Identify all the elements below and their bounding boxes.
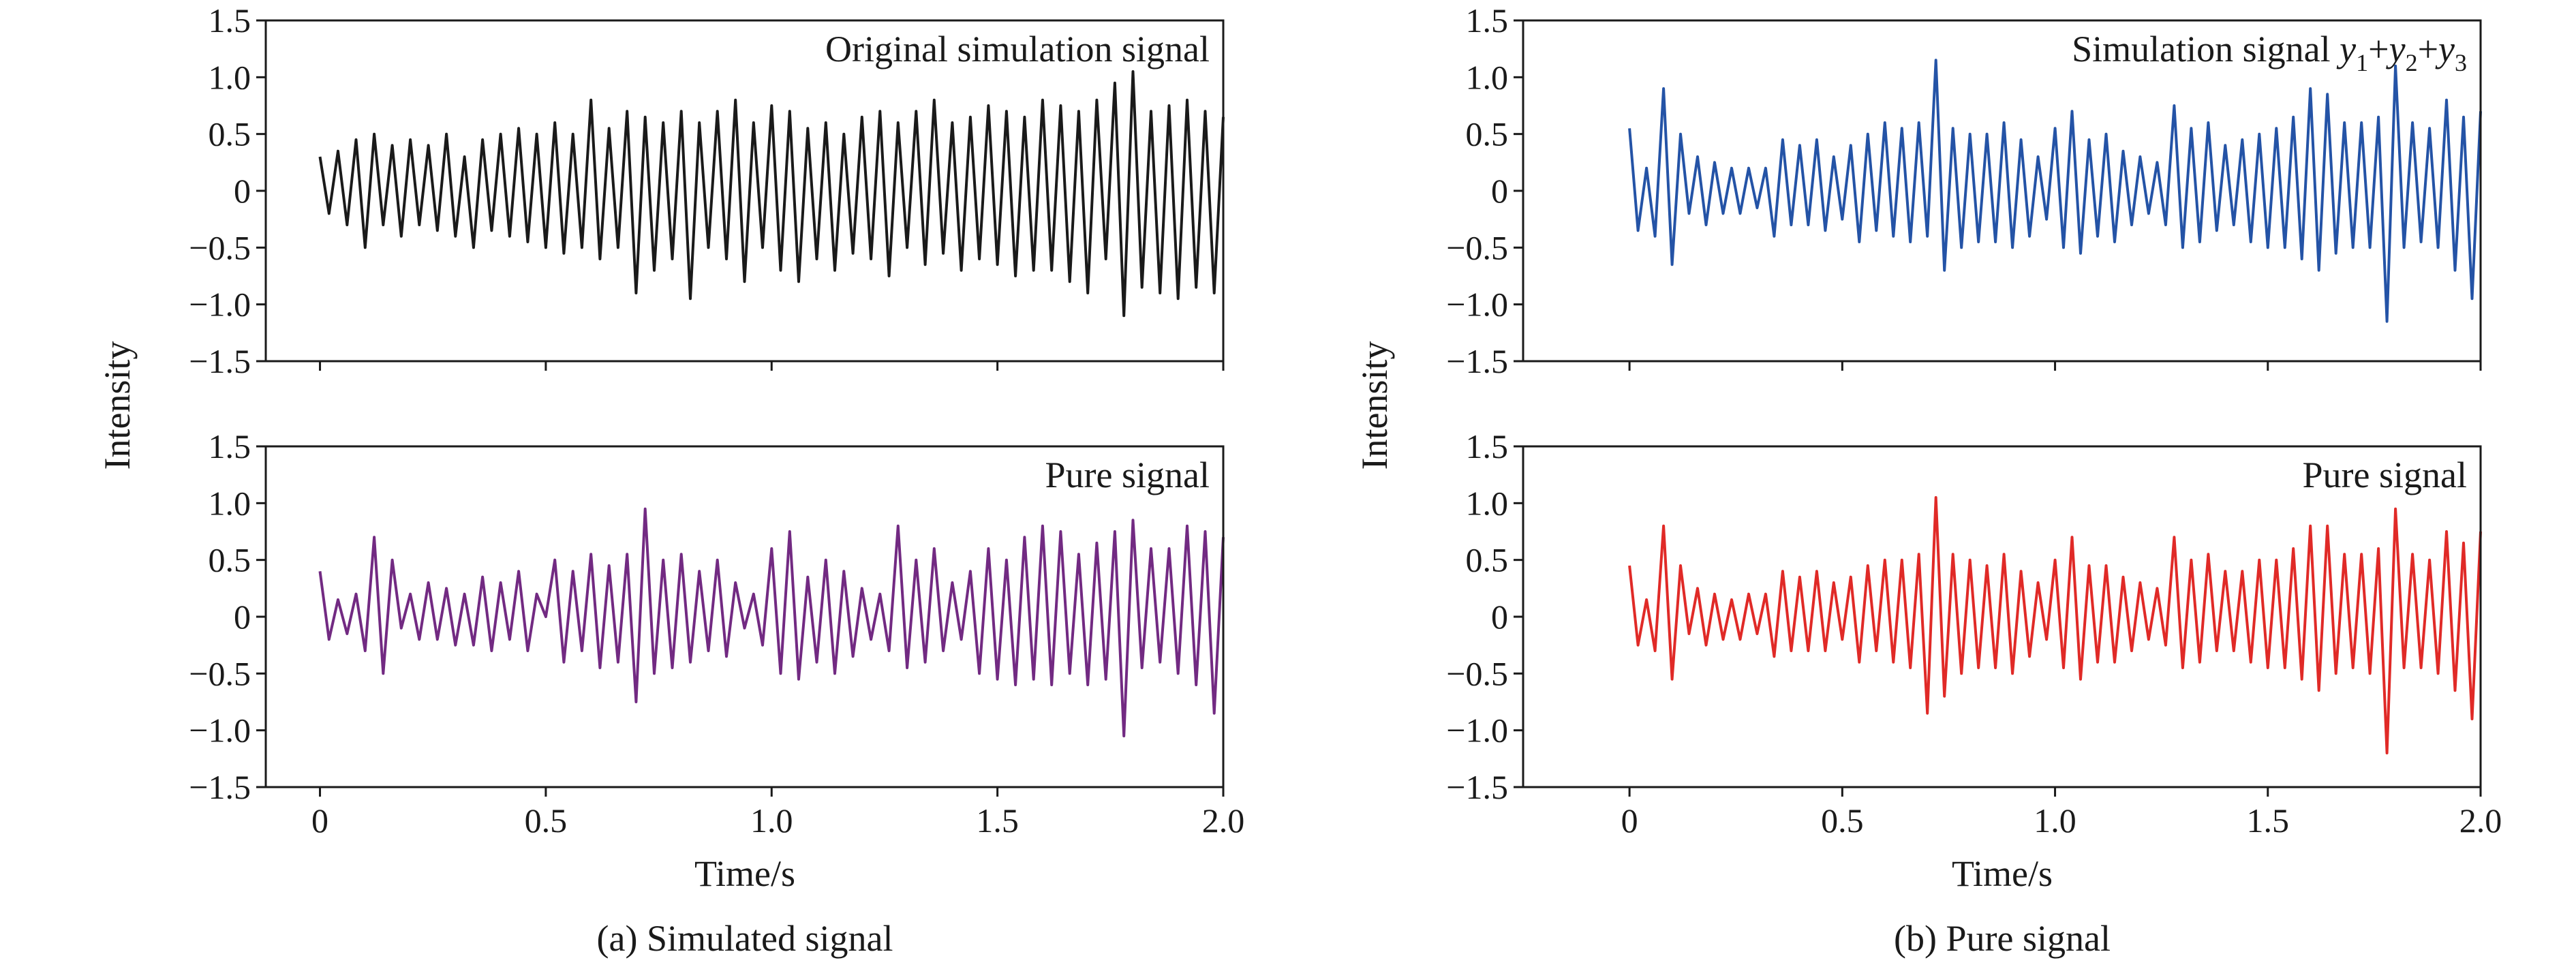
y-tick-label: 1.5 [209, 1, 251, 40]
y-tick-label: 1.0 [1466, 484, 1509, 522]
y-tick-label: −1.0 [189, 711, 251, 750]
panel-a-top-plot: −1.5 −1.0 −0.5 0 0.5 1.0 1.5 Original simulatio… [189, 1, 1225, 380]
x-tick-label: 1.5 [2247, 801, 2290, 840]
y-tick-label: 0.5 [1466, 115, 1509, 153]
y-tick-label: −0.5 [1446, 654, 1508, 692]
y-tick-label: −0.5 [189, 654, 251, 692]
series-annotation: Original simulation signal [825, 29, 1210, 70]
series-line [1628, 496, 2482, 754]
y-tick-label: 1.5 [1466, 427, 1509, 465]
x-tick-label: 0.5 [1821, 801, 1864, 840]
y-tick-label: −1.5 [1446, 342, 1508, 380]
y-tick-label: −1.0 [1446, 286, 1508, 324]
series-line [318, 70, 1225, 318]
y-tick-label: 0 [234, 598, 251, 636]
y-tick-label: 1.5 [1466, 1, 1509, 40]
x-tick-label: 1.0 [2034, 801, 2076, 840]
y-tick-label: 1.0 [209, 58, 251, 96]
panel-a-bottom-plot: −1.5 −1.0 −0.5 0 0.5 1.0 1.5 0 0.5 1.0 1.5 2.0 Pure … [189, 427, 1244, 840]
plot-frame [1522, 19, 2482, 363]
panel-a-caption: (a) Simulated signal [597, 918, 893, 959]
y-tick-label: 0.5 [1466, 541, 1509, 579]
y-tick-label: 1.5 [209, 427, 251, 465]
y-tick-label: −1.5 [1446, 768, 1508, 806]
panel-b-top-plot: −1.5 −1.0 −0.5 0 0.5 1.0 1.5 Simulation signal … [1446, 1, 2482, 380]
y-tick-label: 1.0 [209, 484, 251, 522]
y-tick-label: −1.0 [189, 286, 251, 324]
plot-frame [264, 19, 1225, 363]
x-tick-label: 0 [1621, 801, 1638, 840]
panel-b-x-axis-label: Time/s [1952, 853, 2053, 894]
x-tick-label: 1.5 [976, 801, 1019, 840]
plot-frame [264, 445, 1225, 788]
y-tick-label: −0.5 [1446, 228, 1508, 266]
y-tick-label: 0 [234, 172, 251, 210]
y-tick-label: 0 [1491, 172, 1508, 210]
y-tick-label: 1.0 [1466, 58, 1509, 96]
x-tick-label: 1.0 [750, 801, 793, 840]
y-tick-label: −1.5 [189, 768, 251, 806]
panel-b-bottom-plot: −1.5 −1.0 −0.5 0 0.5 1.0 1.5 0 0.5 1.0 1.5 2.0 Pure … [1446, 427, 2502, 840]
series-line [318, 507, 1225, 737]
x-tick-label: 0 [311, 801, 328, 840]
y-tick-label: 0 [1491, 598, 1508, 636]
y-tick-label: −1.0 [1446, 711, 1508, 750]
y-tick-label: −0.5 [189, 228, 251, 266]
panel-b-y-axis-label: Intensity [1354, 341, 1395, 470]
series-line [1628, 59, 2482, 323]
panel-b-caption: (b) Pure signal [1894, 918, 2111, 959]
y-tick-label: −1.5 [189, 342, 251, 380]
y-tick-label: 0.5 [209, 541, 251, 579]
series-annotation: Pure signal [1045, 455, 1210, 495]
x-tick-label: 2.0 [1202, 801, 1245, 840]
y-tick-label: 0.5 [209, 115, 251, 153]
panel-a-y-axis-label: Intensity [97, 341, 138, 470]
panel-a-x-axis-label: Time/s [694, 853, 795, 894]
x-tick-label: 2.0 [2459, 801, 2502, 840]
x-tick-label: 0.5 [525, 801, 568, 840]
series-annotation: Simulation signal y1+y2+y3 [2072, 29, 2467, 76]
plot-frame [1522, 445, 2482, 788]
series-annotation: Pure signal [2303, 455, 2467, 495]
